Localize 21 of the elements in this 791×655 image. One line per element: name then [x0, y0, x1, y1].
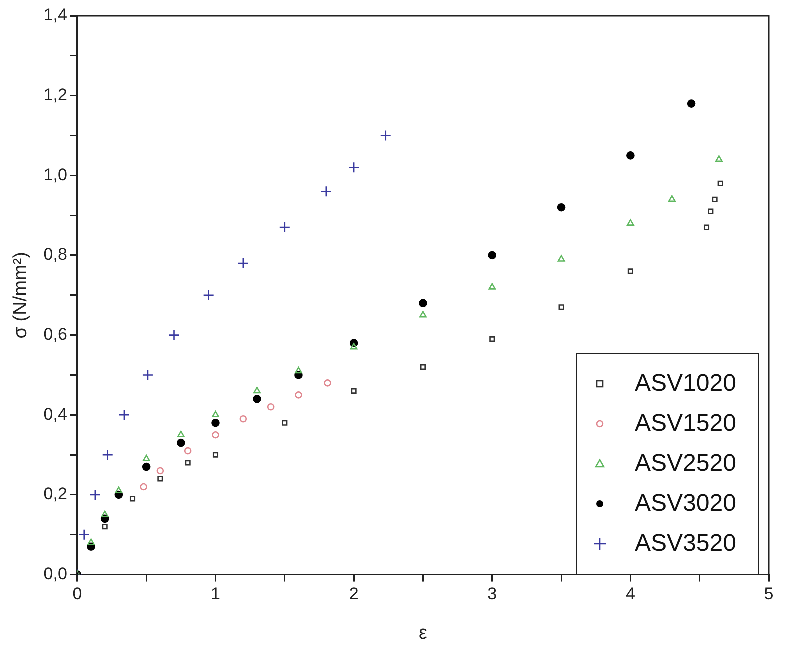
y-tick-label: 0,0 [44, 564, 68, 584]
x-tick-label: 0 [72, 584, 82, 604]
y-tick-label: 1,0 [44, 165, 68, 184]
legend-label: ASV3520 [635, 530, 736, 558]
x-axis-title: ε [418, 622, 428, 644]
x-tick-label: 1 [211, 584, 220, 604]
x-tick-label: 5 [764, 584, 774, 604]
legend-label: ASV1020 [635, 370, 736, 398]
y-tick-label: 1,2 [44, 86, 68, 105]
y-tick-label: 1,4 [44, 6, 68, 25]
y-axis-title: σ (N/mm²) [10, 252, 32, 339]
x-tick-label: 4 [626, 584, 636, 604]
x-tick-label: 2 [349, 584, 359, 604]
y-tick-label: 0,4 [44, 404, 68, 424]
y-tick-label: 0,6 [44, 325, 68, 344]
legend-label: ASV2520 [635, 450, 736, 478]
y-tick-label: 0,8 [44, 245, 68, 264]
legend-label: ASV1520 [635, 410, 736, 438]
x-tick-label: 3 [488, 584, 498, 604]
legend-label: ASV3020 [635, 490, 736, 518]
y-tick-label: 0,2 [44, 484, 68, 504]
